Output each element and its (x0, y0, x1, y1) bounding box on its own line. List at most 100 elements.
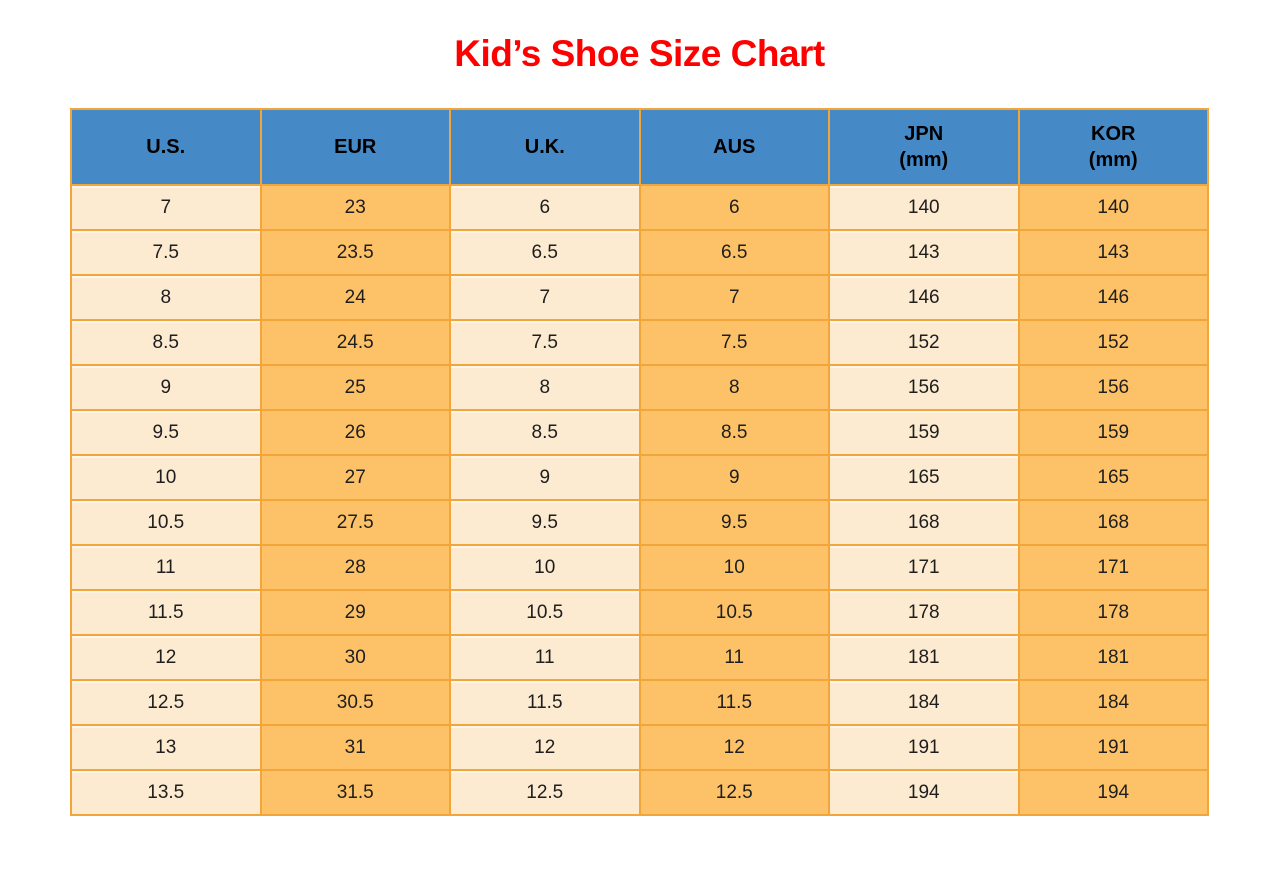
table-cell: 30 (259, 634, 451, 681)
shoe-size-table-container: U.S. EUR U.K. AUS JPN (mm) KOR (mm) 7 23 6 6 140 140… (70, 108, 1209, 816)
table-cell: 8.5 (638, 409, 830, 456)
table-cell: 10.5 (638, 589, 830, 636)
table-cell: 146 (1017, 274, 1209, 321)
table-cell: 171 (1017, 544, 1209, 591)
table-cell: 9.5 (638, 499, 830, 546)
table-cell: 6 (638, 184, 830, 231)
table-cell: 7.5 (70, 229, 262, 276)
column-header-unit: (mm) (1088, 149, 1138, 171)
table-cell: 181 (828, 634, 1020, 681)
table-cell: 184 (828, 679, 1020, 726)
table-cell: 27 (259, 454, 451, 501)
table-cell: 13 (70, 724, 262, 771)
table-cell: 191 (1017, 724, 1209, 771)
column-header-label: KOR (1091, 123, 1136, 145)
table-cell: 10.5 (449, 589, 641, 636)
column-header-us: U.S. (70, 108, 262, 186)
table-row: 10.5 27.5 9.5 9.5 168 168 (70, 499, 1209, 546)
table-cell: 143 (828, 229, 1020, 276)
table-cell: 13.5 (70, 769, 262, 816)
table-cell: 143 (1017, 229, 1209, 276)
table-cell: 29 (259, 589, 451, 636)
table-cell: 11.5 (70, 589, 262, 636)
table-cell: 11.5 (638, 679, 830, 726)
table-row: 11 28 10 10 171 171 (70, 544, 1209, 591)
table-cell: 6.5 (449, 229, 641, 276)
table-cell: 24 (259, 274, 451, 321)
table-body: 7 23 6 6 140 140 7.5 23.5 6.5 6.5 143 143 8 24 7 7 146 14… (70, 184, 1209, 816)
table-cell: 156 (828, 364, 1020, 411)
table-cell: 10 (449, 544, 641, 591)
shoe-size-table: U.S. EUR U.K. AUS JPN (mm) KOR (mm) 7 23 6 6 140 140… (70, 108, 1209, 816)
table-cell: 7 (70, 184, 262, 231)
table-cell: 6 (449, 184, 641, 231)
table-cell: 191 (828, 724, 1020, 771)
table-cell: 31.5 (259, 769, 451, 816)
table-cell: 156 (1017, 364, 1209, 411)
table-cell: 9 (70, 364, 262, 411)
table-cell: 178 (828, 589, 1020, 636)
table-cell: 27.5 (259, 499, 451, 546)
table-cell: 194 (828, 769, 1020, 816)
column-header-label: EUR (334, 136, 377, 158)
table-cell: 11.5 (449, 679, 641, 726)
table-row: 8 24 7 7 146 146 (70, 274, 1209, 321)
column-header-label: U.S. (146, 136, 186, 158)
column-header-aus: AUS (638, 108, 830, 186)
table-cell: 140 (828, 184, 1020, 231)
table-cell: 12 (70, 634, 262, 681)
column-header-jpn: JPN (mm) (828, 108, 1020, 186)
table-cell: 10 (70, 454, 262, 501)
column-header-unit: (mm) (899, 149, 949, 171)
table-cell: 7.5 (638, 319, 830, 366)
table-cell: 11 (70, 544, 262, 591)
table-row: 7.5 23.5 6.5 6.5 143 143 (70, 229, 1209, 276)
table-cell: 25 (259, 364, 451, 411)
table-row: 8.5 24.5 7.5 7.5 152 152 (70, 319, 1209, 366)
table-row: 13.5 31.5 12.5 12.5 194 194 (70, 769, 1209, 816)
table-cell: 12.5 (70, 679, 262, 726)
table-cell: 10 (638, 544, 830, 591)
table-cell: 24.5 (259, 319, 451, 366)
table-cell: 10.5 (70, 499, 262, 546)
table-cell: 165 (828, 454, 1020, 501)
table-cell: 31 (259, 724, 451, 771)
column-header-label: AUS (713, 136, 756, 158)
table-row: 9 25 8 8 156 156 (70, 364, 1209, 411)
table-row: 12.5 30.5 11.5 11.5 184 184 (70, 679, 1209, 726)
table-cell: 181 (1017, 634, 1209, 681)
table-cell: 9 (449, 454, 641, 501)
table-cell: 159 (828, 409, 1020, 456)
table-cell: 184 (1017, 679, 1209, 726)
table-cell: 30.5 (259, 679, 451, 726)
table-cell: 8 (638, 364, 830, 411)
table-cell: 165 (1017, 454, 1209, 501)
column-header-eur: EUR (259, 108, 451, 186)
table-cell: 159 (1017, 409, 1209, 456)
table-cell: 28 (259, 544, 451, 591)
column-header-kor: KOR (mm) (1017, 108, 1209, 186)
header-row: U.S. EUR U.K. AUS JPN (mm) KOR (mm) (70, 108, 1209, 186)
table-cell: 12 (449, 724, 641, 771)
table-cell: 11 (638, 634, 830, 681)
table-cell: 12.5 (638, 769, 830, 816)
table-row: 7 23 6 6 140 140 (70, 184, 1209, 231)
table-row: 12 30 11 11 181 181 (70, 634, 1209, 681)
table-cell: 9.5 (449, 499, 641, 546)
column-header-label: JPN (904, 123, 944, 145)
column-header-label: U.K. (524, 136, 565, 158)
table-cell: 12.5 (449, 769, 641, 816)
table-cell: 194 (1017, 769, 1209, 816)
column-header-uk: U.K. (449, 108, 641, 186)
table-cell: 8 (70, 274, 262, 321)
table-cell: 26 (259, 409, 451, 456)
table-cell: 168 (828, 499, 1020, 546)
table-row: 9.5 26 8.5 8.5 159 159 (70, 409, 1209, 456)
table-cell: 168 (1017, 499, 1209, 546)
table-cell: 146 (828, 274, 1020, 321)
table-cell: 140 (1017, 184, 1209, 231)
table-cell: 23 (259, 184, 451, 231)
table-cell: 7 (449, 274, 641, 321)
table-cell: 171 (828, 544, 1020, 591)
table-row: 13 31 12 12 191 191 (70, 724, 1209, 771)
